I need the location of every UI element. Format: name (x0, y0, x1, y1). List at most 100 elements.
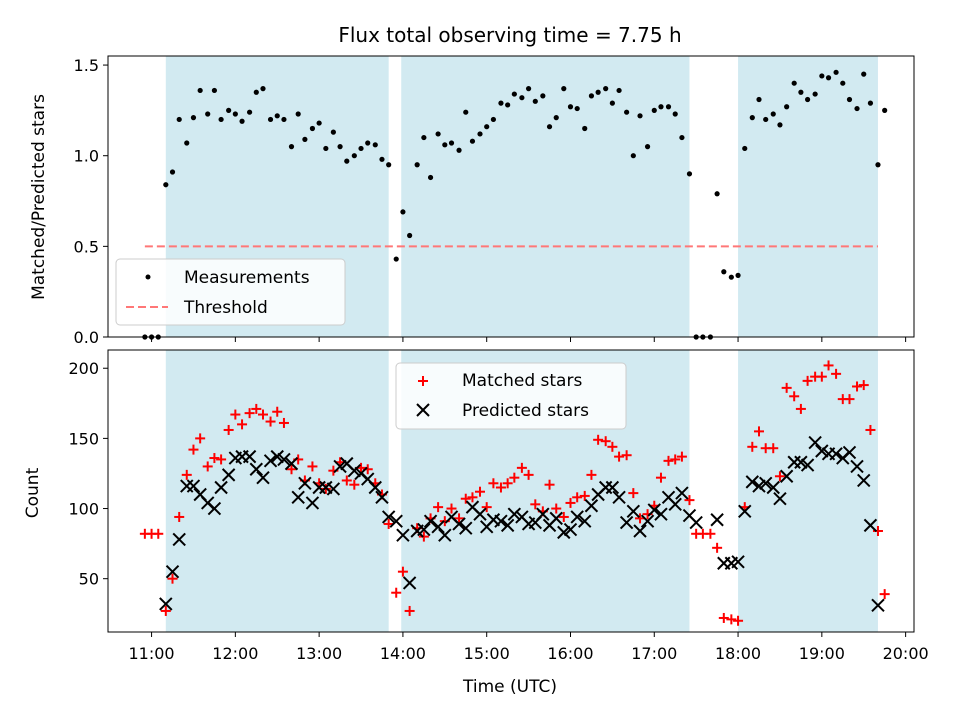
measurement-point (540, 93, 546, 99)
measurement-point (791, 80, 797, 86)
matched-stars-marker (628, 488, 639, 499)
top-axis-ticks: 0.0 0.5 1.0 1.5 (74, 56, 907, 347)
matched-stars-marker (244, 408, 255, 419)
predicted-stars-marker (640, 514, 655, 528)
measurement-point (567, 104, 574, 110)
bottom-xtick-label: 12:00 (212, 644, 258, 663)
predicted-stars-marker (675, 486, 689, 500)
matched-stars-marker (774, 471, 785, 482)
matched-stars-marker (433, 502, 444, 513)
measurement-point (854, 105, 860, 112)
predicted-stars-marker (214, 480, 228, 495)
predicted-stars-marker (794, 455, 808, 469)
measurement-point (463, 109, 469, 115)
measurement-point (260, 86, 266, 92)
top-axes-frame (107, 55, 915, 338)
matched-stars-marker (831, 368, 842, 379)
measurement-point (825, 75, 832, 81)
matched-stars-marker (251, 403, 262, 414)
predicted-stars-marker (494, 514, 508, 528)
predicted-stars-marker (752, 479, 766, 493)
predicted-stars-marker (689, 515, 703, 530)
predicted-stars-marker (291, 490, 305, 505)
predicted-stars-marker (710, 513, 724, 527)
matched-stars-marker (718, 612, 729, 623)
measurement-point (163, 182, 169, 188)
predicted-stars-marker (871, 598, 885, 613)
measurement-point (665, 104, 672, 110)
matched-stars-marker (391, 587, 402, 598)
matched-stars-marker (404, 605, 415, 616)
measurement-point (184, 140, 190, 146)
bottom-xtick-label: 14:00 (380, 644, 426, 663)
measurement-point (756, 96, 762, 103)
predicted-stars-markers (159, 435, 885, 613)
matched-stars-marker (349, 479, 360, 490)
measurement-point (686, 171, 693, 177)
top-ytick-label: 0.0 (74, 328, 99, 347)
matched-stars-marker (816, 371, 827, 382)
x-axis-label: Time (UTC) (462, 677, 557, 697)
bottom-legend-box (395, 362, 627, 430)
measurement-point (386, 162, 392, 168)
matched-stars-marker (265, 416, 276, 427)
bottom-xtick-label: 18:00 (715, 644, 761, 663)
measurement-point (484, 124, 490, 130)
matched-stars-marker (607, 441, 618, 452)
matched-stars-marker (446, 503, 457, 514)
measurement-point (442, 142, 448, 148)
measurement-point (477, 131, 483, 137)
predicted-stars-marker (368, 480, 382, 495)
matched-stars-marker (454, 513, 465, 524)
bottom-xtick-label: 19:00 (799, 644, 845, 663)
measurement-point (819, 73, 825, 79)
legend-measurements-label: Measurements (184, 268, 310, 288)
measurement-point (728, 274, 734, 280)
measurement-point (846, 96, 853, 103)
predicted-stars-marker (766, 480, 780, 495)
measurement-point (490, 116, 497, 123)
measurement-point (804, 96, 811, 103)
predicted-stars-marker (626, 504, 641, 519)
measurement-point (379, 156, 385, 162)
top-ytick-label: 0.5 (74, 237, 99, 256)
predicted-stars-marker (270, 449, 284, 464)
measurement-point (407, 232, 413, 239)
predicted-stars-marker (808, 435, 822, 450)
predicted-stars-marker (563, 522, 578, 537)
top-shaded-period-3 (738, 56, 878, 337)
measurement-point (274, 113, 280, 119)
measurement-point (742, 145, 748, 152)
measurement-point (281, 116, 287, 123)
measurement-point (190, 115, 197, 121)
measurement-point (882, 107, 888, 113)
measurement-point (365, 140, 371, 146)
measurement-point (603, 86, 609, 92)
predicted-stars-marker (165, 564, 180, 579)
measurement-point (525, 86, 532, 92)
predicted-stars-marker (800, 458, 815, 472)
predicted-stars-marker (431, 520, 445, 534)
measurement-point (546, 124, 553, 130)
measurement-point (435, 131, 441, 137)
predicted-stars-marker (536, 507, 550, 521)
matched-stars-marker (726, 614, 737, 625)
bottom-xtick-label: 16:00 (547, 644, 593, 663)
bottom-axes-frame (107, 349, 915, 633)
bottom-ytick-label: 100 (68, 500, 99, 519)
predicted-stars-marker (654, 507, 668, 521)
measurement-point (400, 209, 406, 215)
legend-matched-label: Matched stars (462, 371, 582, 391)
matched-stars-marker (272, 406, 283, 417)
bottom-xtick-label: 11:00 (129, 644, 175, 663)
bottom-shaded-period-3 (738, 350, 878, 632)
matched-stars-marker (397, 566, 408, 577)
matched-stars-marker (174, 511, 185, 522)
matched-stars-marker (600, 436, 611, 447)
measurement-point (344, 158, 350, 164)
top-ytick-label: 1.5 (74, 56, 99, 75)
measurement-point (414, 162, 420, 168)
matched-stars-marker (781, 382, 792, 393)
